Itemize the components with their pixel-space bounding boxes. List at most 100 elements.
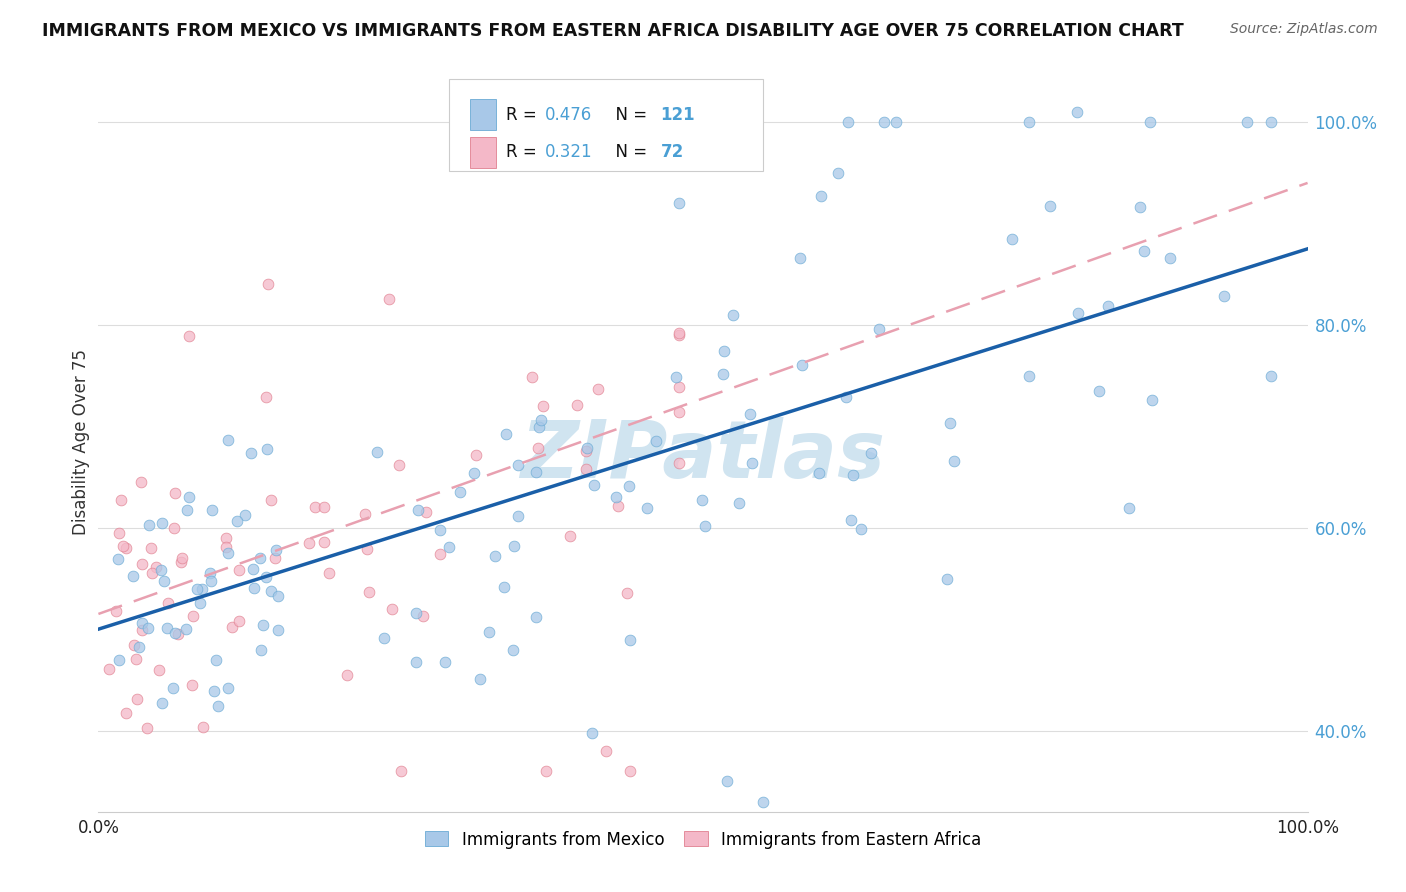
- Point: [148, 663, 170, 677]
- Point: [181, 609, 204, 624]
- Point: [1139, 115, 1161, 129]
- Point: [617, 479, 640, 493]
- Point: [738, 407, 761, 421]
- Point: [389, 764, 412, 779]
- Point: [179, 490, 201, 504]
- Point: [215, 531, 238, 545]
- Point: [131, 623, 153, 637]
- Point: [256, 390, 278, 404]
- Point: [713, 344, 735, 359]
- Point: [381, 601, 404, 615]
- Point: [665, 370, 688, 384]
- Point: [186, 582, 208, 596]
- Y-axis label: Disability Age Over 75: Disability Age Over 75: [72, 349, 90, 534]
- Text: 121: 121: [661, 106, 696, 124]
- Point: [131, 616, 153, 631]
- Point: [181, 678, 204, 692]
- Point: [616, 586, 638, 600]
- Point: [243, 581, 266, 595]
- Point: [470, 672, 492, 686]
- Point: [156, 596, 179, 610]
- Point: [256, 442, 278, 456]
- Point: [304, 500, 326, 514]
- Point: [149, 563, 172, 577]
- Point: [165, 486, 187, 500]
- Point: [1018, 369, 1040, 384]
- Point: [172, 550, 194, 565]
- Point: [668, 327, 690, 342]
- Text: IMMIGRANTS FROM MEXICO VS IMMIGRANTS FROM EASTERN AFRICA DISABILITY AGE OVER 75 : IMMIGRANTS FROM MEXICO VS IMMIGRANTS FRO…: [42, 22, 1184, 40]
- Point: [415, 505, 437, 519]
- Point: [252, 617, 274, 632]
- Point: [839, 513, 862, 527]
- Point: [886, 115, 908, 129]
- Point: [136, 721, 159, 735]
- Point: [690, 493, 713, 508]
- Point: [150, 516, 173, 530]
- Point: [494, 581, 516, 595]
- Point: [163, 520, 186, 534]
- Point: [260, 583, 283, 598]
- Point: [1260, 368, 1282, 383]
- Point: [873, 115, 896, 129]
- Point: [141, 541, 163, 556]
- Point: [114, 706, 136, 721]
- Point: [463, 466, 485, 480]
- Point: [107, 552, 129, 566]
- Point: [605, 490, 627, 504]
- Point: [837, 115, 859, 129]
- Text: 72: 72: [661, 144, 683, 161]
- Text: 0.321: 0.321: [544, 144, 592, 161]
- Point: [112, 539, 135, 553]
- Point: [668, 326, 690, 341]
- Point: [387, 458, 409, 473]
- Point: [567, 398, 589, 412]
- Point: [478, 625, 501, 640]
- Point: [575, 462, 598, 476]
- Point: [1097, 300, 1119, 314]
- Point: [534, 764, 557, 779]
- Point: [125, 691, 148, 706]
- Point: [366, 445, 388, 459]
- Point: [228, 615, 250, 629]
- Point: [260, 493, 283, 508]
- Point: [668, 380, 690, 394]
- Point: [1129, 200, 1152, 214]
- Point: [943, 453, 966, 467]
- Point: [239, 446, 262, 460]
- Point: [429, 523, 451, 537]
- Point: [264, 551, 287, 566]
- Point: [1066, 104, 1088, 119]
- Point: [177, 329, 200, 343]
- Point: [721, 309, 744, 323]
- Point: [575, 443, 598, 458]
- Point: [314, 500, 336, 515]
- Point: [406, 503, 429, 517]
- Point: [136, 621, 159, 635]
- Point: [228, 562, 250, 576]
- Point: [353, 508, 375, 522]
- Point: [122, 569, 145, 583]
- Point: [98, 662, 121, 676]
- Point: [526, 441, 548, 455]
- Point: [378, 292, 401, 306]
- Point: [508, 509, 530, 524]
- FancyBboxPatch shape: [470, 99, 496, 130]
- Text: N =: N =: [605, 144, 652, 161]
- Point: [1067, 306, 1090, 320]
- Point: [484, 549, 506, 563]
- Point: [520, 370, 543, 384]
- Point: [200, 574, 222, 589]
- Point: [668, 456, 690, 470]
- Point: [606, 499, 628, 513]
- Point: [558, 529, 581, 543]
- Point: [502, 643, 524, 657]
- Point: [1140, 392, 1163, 407]
- Point: [851, 522, 873, 536]
- Point: [842, 468, 865, 483]
- Point: [834, 390, 856, 404]
- Point: [582, 478, 605, 492]
- Point: [162, 681, 184, 695]
- Point: [595, 744, 617, 758]
- Point: [201, 503, 224, 517]
